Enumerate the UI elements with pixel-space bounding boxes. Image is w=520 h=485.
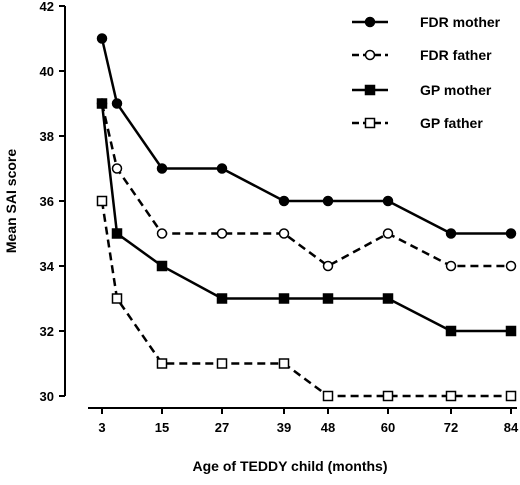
legend-marker xyxy=(364,49,376,61)
y-ticks: 30 32 34 36 38 40 42 xyxy=(40,0,65,404)
data-point-gp-father xyxy=(111,293,123,304)
legend-marker xyxy=(364,117,376,129)
data-point-fdr-mother xyxy=(111,98,123,109)
series-gp-father xyxy=(96,195,517,402)
y-tick-label: 40 xyxy=(40,64,54,79)
data-point-fdr-father xyxy=(156,228,168,239)
series-gp-mother xyxy=(96,98,517,337)
data-point-fdr-father xyxy=(278,228,290,239)
legend-marker xyxy=(364,84,376,96)
series-layer xyxy=(96,33,517,402)
y-tick-label: 36 xyxy=(40,194,54,209)
data-point-fdr-father xyxy=(445,260,457,272)
data-point-gp-mother xyxy=(445,325,457,337)
x-tick-label: 3 xyxy=(98,420,105,435)
data-point-fdr-father xyxy=(322,260,334,272)
data-point-fdr-mother xyxy=(156,163,168,174)
y-tick-label: 32 xyxy=(40,324,54,339)
data-point-fdr-father xyxy=(216,228,228,239)
legend-item-gp-mother: GP mother xyxy=(352,82,492,98)
y-tick-label: 30 xyxy=(40,389,54,404)
data-point-gp-father xyxy=(382,390,394,402)
legend-item-gp-father: GP father xyxy=(352,115,483,131)
y-tick-label: 34 xyxy=(40,259,55,274)
data-point-fdr-father xyxy=(505,260,517,272)
legend-item-fdr-mother: FDR mother xyxy=(352,14,501,30)
data-point-fdr-mother xyxy=(505,228,517,239)
x-tick-label: 27 xyxy=(215,420,229,435)
legend-label: GP father xyxy=(420,115,483,131)
data-point-fdr-father xyxy=(111,163,123,174)
data-point-fdr-mother xyxy=(382,195,394,207)
x-tick-label: 39 xyxy=(277,420,291,435)
x-ticks: 3 15 27 39 48 60 72 84 xyxy=(98,408,519,435)
data-point-gp-father xyxy=(216,358,228,369)
x-axis-title: Age of TEDDY child (months) xyxy=(193,458,388,474)
x-tick-label: 84 xyxy=(504,420,519,435)
data-point-fdr-mother xyxy=(216,163,228,174)
data-point-gp-father xyxy=(322,390,334,402)
series-fdr-mother xyxy=(96,33,517,239)
x-tick-label: 72 xyxy=(444,420,458,435)
legend-marker xyxy=(364,16,376,28)
data-point-gp-mother xyxy=(111,228,123,239)
x-tick-label: 48 xyxy=(321,420,335,435)
legend-label: FDR mother xyxy=(420,14,501,30)
data-point-gp-mother xyxy=(216,293,228,304)
data-point-fdr-father xyxy=(382,228,394,239)
y-tick-label: 38 xyxy=(40,129,54,144)
legend-label: GP mother xyxy=(420,82,492,98)
series-line-fdr-mother xyxy=(100,38,511,235)
data-point-gp-father xyxy=(278,358,290,369)
data-point-gp-mother xyxy=(505,325,517,337)
x-tick-label: 15 xyxy=(155,420,169,435)
data-point-gp-mother xyxy=(278,293,290,304)
data-point-fdr-mother xyxy=(445,228,457,239)
series-line-gp-mother xyxy=(100,103,511,333)
legend: FDR mother FDR father GP mother GP father xyxy=(352,14,501,131)
y-tick-label: 42 xyxy=(40,0,54,14)
data-point-fdr-mother xyxy=(278,195,290,207)
data-point-gp-father xyxy=(505,390,517,402)
y-axis-title: Mean SAI score xyxy=(3,149,19,253)
axes: 30 32 34 36 38 40 42 3 15 27 39 48 60 72 84 xyxy=(40,0,519,435)
data-point-gp-father xyxy=(156,358,168,369)
data-point-gp-mother xyxy=(322,293,334,304)
data-point-gp-mother xyxy=(96,98,108,109)
data-point-gp-father xyxy=(96,195,108,207)
data-point-gp-father xyxy=(445,390,457,402)
legend-label: FDR father xyxy=(420,47,492,63)
data-point-fdr-mother xyxy=(322,195,334,207)
data-point-fdr-mother xyxy=(96,33,108,44)
x-tick-label: 60 xyxy=(381,420,395,435)
legend-item-fdr-father: FDR father xyxy=(352,47,492,63)
data-point-gp-mother xyxy=(156,260,168,272)
data-point-gp-mother xyxy=(382,293,394,304)
